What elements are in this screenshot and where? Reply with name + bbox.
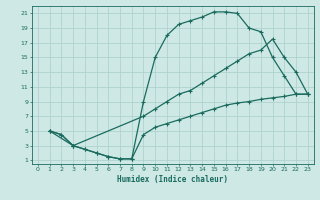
X-axis label: Humidex (Indice chaleur): Humidex (Indice chaleur) (117, 175, 228, 184)
